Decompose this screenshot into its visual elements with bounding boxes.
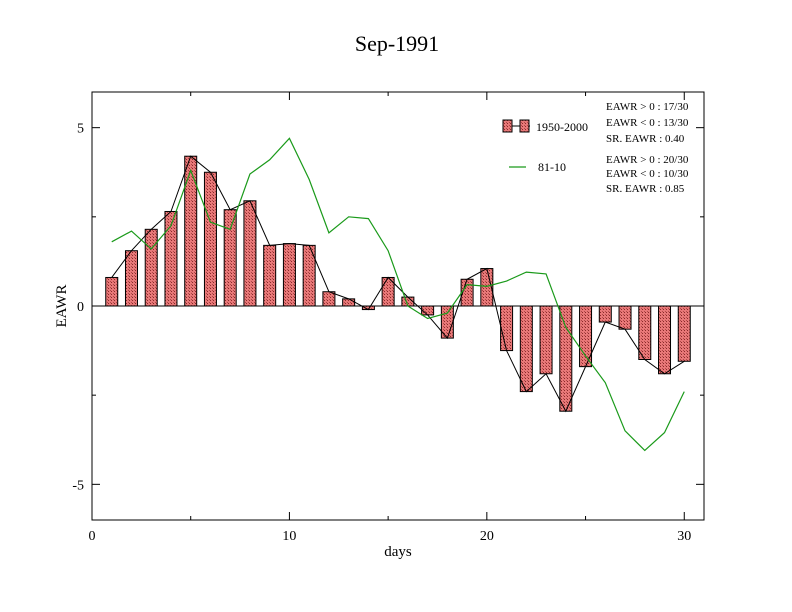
legend-swatch-1950-2000	[502, 119, 513, 133]
stat-line: EAWR < 0 : 13/30	[606, 117, 689, 129]
bar-day-24	[559, 305, 573, 412]
bars-1950-2000	[105, 155, 691, 412]
x-axis-label: days	[384, 544, 412, 560]
y-axis-label: EAWR	[54, 285, 70, 328]
bar-day-21	[500, 305, 514, 352]
stats-block-1: EAWR > 0 : 17/30 EAWR < 0 : 13/30 SR. EA…	[606, 101, 689, 145]
legend-label-81-10: 81-10	[538, 160, 566, 174]
legend-swatch-1950-2000-b	[519, 119, 530, 133]
x-tick-label: 20	[480, 529, 494, 544]
bar-day-22	[519, 305, 533, 393]
legend-label-1950-2000: 1950-2000	[536, 120, 588, 134]
bar-day-7	[223, 209, 237, 307]
x-axis-ticks: 0 10 20 30	[89, 92, 691, 544]
series-line-81-10	[111, 137, 685, 452]
bar-day-6	[203, 171, 217, 307]
series-line-1950-2000	[111, 155, 685, 413]
bar-day-1	[105, 276, 119, 307]
chart-title: Sep-1991	[355, 31, 439, 56]
bar-day-28	[638, 305, 652, 360]
bar-day-2	[124, 250, 138, 307]
y-tick-label: -5	[72, 478, 84, 493]
bar-day-8	[243, 200, 257, 307]
stat-line: SR. EAWR : 0.40	[606, 133, 685, 145]
stat-line: EAWR > 0 : 17/30	[606, 101, 689, 113]
stat-line: SR. EAWR : 0.85	[606, 183, 685, 195]
x-tick-label: 10	[282, 529, 296, 544]
y-tick-label: 0	[77, 300, 84, 315]
bar-day-23	[539, 305, 553, 375]
bar-day-12	[322, 291, 336, 307]
stat-line: EAWR < 0 : 10/30	[606, 168, 689, 180]
stat-line: EAWR > 0 : 20/30	[606, 154, 689, 166]
bar-day-29	[658, 305, 672, 375]
x-tick-label: 0	[89, 529, 96, 544]
legend: 1950-2000 81-10	[502, 119, 588, 174]
bar-day-5	[184, 155, 198, 307]
bar-day-27	[618, 305, 632, 330]
y-tick-label: 5	[77, 122, 84, 137]
x-tick-label: 30	[677, 529, 691, 544]
bar-day-13	[342, 298, 356, 307]
bar-day-3	[144, 228, 158, 307]
bar-day-26	[598, 305, 612, 323]
bar-day-30	[677, 305, 691, 362]
y-axis-ticks: 5 0 -5	[72, 122, 704, 493]
bar-day-10	[282, 243, 296, 307]
stats-block-2: EAWR > 0 : 20/30 EAWR < 0 : 10/30 SR. EA…	[606, 154, 689, 195]
bar-day-9	[263, 244, 277, 307]
